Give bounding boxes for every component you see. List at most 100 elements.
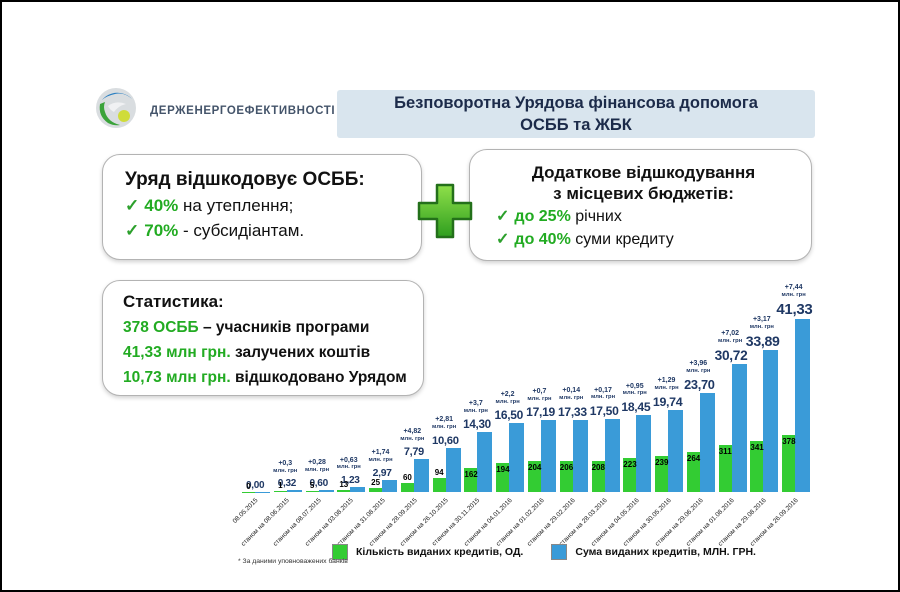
sum-bar-value: 17,33 bbox=[557, 404, 587, 419]
increment-annotation: +1,74 млн. грн bbox=[368, 449, 393, 463]
check-icon: ✓ bbox=[125, 196, 140, 215]
sum-bar bbox=[763, 350, 779, 492]
stats-item-1: 378 ОСББ – учасників програми bbox=[123, 319, 370, 336]
sum-bar-value: 30,72 bbox=[714, 347, 748, 363]
sum-bar bbox=[604, 418, 620, 492]
sum-bar-value: 0,32 bbox=[277, 478, 297, 489]
legend-item-count: Кількість виданих кредитів, ОД. bbox=[332, 544, 523, 560]
legend-blue-label: Сума виданих кредитів, МЛН. ГРН. bbox=[575, 546, 756, 558]
count-bar-value: 1 bbox=[278, 480, 283, 490]
count-bar bbox=[337, 490, 351, 492]
count-bar bbox=[718, 445, 732, 492]
increment-annotation: +0,14 млн. грн bbox=[559, 387, 584, 402]
check-icon: ✓ bbox=[125, 220, 140, 240]
sum-bar bbox=[350, 486, 366, 492]
sum-bar bbox=[477, 432, 493, 492]
footnote: * За даними уповноважених банків bbox=[238, 558, 348, 565]
sum-bar bbox=[509, 423, 525, 492]
chart-group: +7,44 млн. грн 41,33 378 станом на 26.09.201… bbox=[749, 280, 813, 548]
local-budget-box: Додаткове відшкодування з місцевих бюдже… bbox=[469, 149, 812, 261]
count-bar bbox=[528, 461, 541, 492]
count-bar-value: 162 bbox=[464, 469, 478, 479]
chart-group: 0,00 0 08.05.2015 bbox=[231, 280, 272, 525]
increment-annotation: +1,29 млн. грн bbox=[654, 377, 679, 391]
count-bar bbox=[305, 490, 319, 492]
count-bar-value: 223 bbox=[623, 460, 637, 470]
increment-annotation: +0,95 млн. грн bbox=[622, 382, 647, 397]
x-axis-label: 08.05.2015 bbox=[231, 497, 260, 525]
chart-group: +2,81 млн. грн 10,60 94 станом на 26.10.2015 bbox=[399, 280, 463, 548]
agency-logo-icon bbox=[94, 86, 138, 135]
count-bar bbox=[369, 488, 383, 492]
sum-bar-value: 17,19 bbox=[526, 405, 555, 420]
left-box-item-2: ✓ 70% - субсидіантам. bbox=[125, 220, 305, 240]
legend-green-swatch bbox=[332, 544, 348, 560]
count-bar-value: 0 bbox=[246, 481, 251, 491]
chart-groups: 0,00 0 08.05.2015 +0,3 млн. грн 0,32 1 станом н… bbox=[231, 280, 813, 548]
sum-bar bbox=[636, 414, 652, 492]
increment-annotation: +7,02 млн. грн bbox=[718, 329, 743, 344]
stats-item-3: 10,73 млн грн. відшкодовано Урядом bbox=[123, 368, 407, 386]
chart-group: +0,14 млн. грн 17,33 206 станом на 29.02.201… bbox=[526, 280, 590, 548]
right-box-item-2: ✓ до 40% суми кредиту bbox=[496, 230, 674, 248]
chart-group: +7,02 млн. грн 30,72 311 станом на 01.08.201… bbox=[685, 280, 749, 548]
agency-logo: Держенергоефективності bbox=[94, 86, 335, 135]
sum-bar bbox=[699, 392, 715, 492]
sum-bar bbox=[286, 490, 302, 492]
increment-annotation: +4,82 млн. грн bbox=[400, 428, 425, 443]
sum-bar bbox=[541, 420, 556, 492]
sum-bar-value: 10,60 bbox=[431, 434, 459, 447]
count-bar bbox=[400, 482, 414, 492]
chart-group: +1,29 млн. грн 19,74 239 станом на 30.05.201… bbox=[622, 280, 685, 548]
count-bar-value: 25 bbox=[371, 478, 381, 488]
right-box-heading: Додаткове відшкодування з місцевих бюдже… bbox=[531, 163, 756, 204]
chart-group: +3,17 млн. грн 33,89 341 станом на 29.08.201… bbox=[717, 280, 780, 548]
chart-group: +2,2 млн. грн 16,50 194 станом на 04.01.2016 bbox=[463, 280, 526, 548]
sum-bar bbox=[255, 491, 270, 492]
increment-annotation: +0,63 млн. грн bbox=[336, 456, 361, 471]
agency-logo-text: Держенергоефективності bbox=[150, 104, 336, 117]
count-bar bbox=[655, 455, 669, 492]
chart-group: +0,63 млн. грн 1,23 13 станом на 03.08.2015 bbox=[304, 280, 367, 548]
count-bar-value: 206 bbox=[559, 462, 574, 472]
count-bar bbox=[591, 460, 605, 492]
stats-heading: Статистика: bbox=[123, 292, 224, 311]
chart-group: +0,95 млн. грн 18,45 223 станом на 04.05.201… bbox=[590, 280, 653, 548]
sum-bar bbox=[382, 479, 398, 492]
title-line-2: ОСББ та ЖБК bbox=[520, 116, 632, 134]
increment-annotation: +3,17 млн. грн bbox=[749, 316, 774, 330]
chart-group: +0,17 млн. грн 17,50 208 станом на 28.03.201… bbox=[558, 280, 622, 548]
sum-bar bbox=[413, 459, 429, 492]
sum-bar-value: 2,97 bbox=[372, 467, 392, 479]
sum-bar-value: 23,70 bbox=[684, 376, 715, 392]
sum-bar-value: 0,60 bbox=[309, 477, 328, 489]
sum-bar bbox=[572, 419, 588, 492]
sum-bar-value: 16,50 bbox=[494, 408, 524, 422]
count-bar-value: 5 bbox=[309, 480, 315, 490]
title-line-1: Безповоротна Урядова фінансова допомога bbox=[394, 93, 758, 112]
count-bar-value: 341 bbox=[750, 442, 764, 452]
title-banner: Безповоротна Урядова фінансова допомога … bbox=[337, 90, 815, 138]
count-bar-value: 13 bbox=[339, 480, 349, 489]
chart-group: +4,82 млн. грн 7,79 60 станом на 28.09.2015 bbox=[367, 280, 431, 548]
sum-bar-value: 41,33 bbox=[776, 301, 813, 319]
sum-bar-value: 14,30 bbox=[463, 418, 491, 432]
sum-bar-value: 1,23 bbox=[341, 474, 360, 486]
count-bar bbox=[496, 462, 510, 492]
legend-green-label: Кількість виданих кредитів, ОД. bbox=[356, 546, 524, 558]
increment-annotation: +2,81 млн. грн bbox=[432, 416, 457, 431]
count-bar bbox=[242, 491, 255, 492]
sum-bar-value: 7,79 bbox=[403, 446, 424, 459]
count-bar bbox=[273, 490, 287, 492]
count-bar-value: 311 bbox=[718, 447, 732, 456]
sum-bar bbox=[318, 489, 334, 492]
sum-bar-value: 33,89 bbox=[745, 333, 780, 350]
credits-bar-chart: 0,00 0 08.05.2015 +0,3 млн. грн 0,32 1 станом н… bbox=[231, 280, 813, 548]
count-bar bbox=[432, 477, 446, 492]
sum-bar-value: 17,50 bbox=[589, 403, 619, 418]
count-bar bbox=[782, 434, 796, 492]
statistics-box: Статистика: 378 ОСББ – учасників програм… bbox=[102, 280, 424, 396]
increment-annotation: +0,7 млн. грн bbox=[527, 387, 552, 402]
increment-annotation: +7,44 млн. грн bbox=[781, 284, 806, 298]
legend-item-sum: Сума виданих кредитів, МЛН. ГРН. bbox=[551, 544, 756, 560]
